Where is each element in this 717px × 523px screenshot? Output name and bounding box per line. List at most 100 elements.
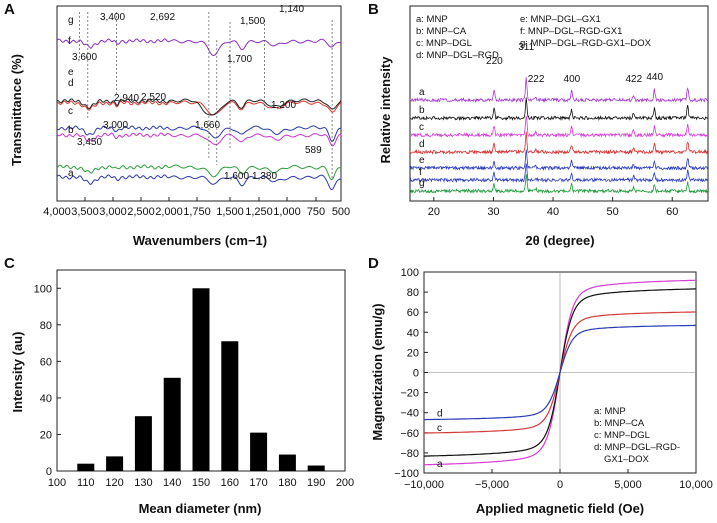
panel-a-x-tick-label: 3,500 xyxy=(71,206,99,218)
panel-d-y-tick-label: 0 xyxy=(413,368,419,380)
panel-c-bar xyxy=(192,288,210,471)
panel-a-peak-annotation: 1,140 xyxy=(279,4,304,15)
panel-b-legend-entry: f: MNP–DGL–RGD-GX1 xyxy=(520,26,622,37)
panel-a-series-line xyxy=(56,98,342,116)
panel-a-frame xyxy=(56,5,342,202)
panel-b-peak-label: 422 xyxy=(626,74,643,85)
panel-a-x-tick-label: 1,000 xyxy=(273,206,301,218)
panel-a-peak-annotation: 589 xyxy=(305,145,322,156)
panel-c-y-tick-label: 100 xyxy=(34,283,52,295)
panel-b-x-tick-label: 20 xyxy=(428,206,440,218)
panel-b-xlabel: 2θ (degree) xyxy=(525,233,594,248)
panel-b-series-line xyxy=(409,77,708,103)
panel-d-series-label: c xyxy=(437,423,442,434)
panel-b-series-line xyxy=(409,149,708,172)
panel-a-peak-annotation: 3,450 xyxy=(77,137,102,148)
panel-a-peak-annotation: 1,660 xyxy=(195,120,220,131)
panel-a-xlabel: Wavenumbers (cm−1) xyxy=(133,233,267,248)
panel-c-bar xyxy=(278,454,296,471)
panel-a-series-label: e xyxy=(68,67,74,78)
panel-a-x-tick-label: 4,000 xyxy=(43,206,71,218)
panel-a-ylabel: Transmittance (%) xyxy=(9,54,24,166)
panel-a-peak-annotation: 1,200 xyxy=(271,100,296,111)
panel-a-series-line xyxy=(56,132,342,147)
panel-d-ylabel: Magnetization (emu/g) xyxy=(370,303,385,440)
panel-a-peak-annotation: 1,700 xyxy=(227,54,252,65)
panel-a-peak-annotation: 2,940 xyxy=(114,93,139,104)
panel-a-series-line xyxy=(56,174,342,191)
panel-a-x-tick-label: 750 xyxy=(307,206,325,218)
panel-d-xlabel: Applied magnetic field (Oe) xyxy=(476,501,644,516)
panel-d-legend-entry: GX1–DOX xyxy=(604,454,650,465)
panel-label-a: A xyxy=(4,1,15,18)
panel-c-bar xyxy=(221,341,239,471)
panel-d-series-line xyxy=(424,324,696,421)
panel-c-ylabel: Intensity (au) xyxy=(10,332,25,413)
panel-a-x-tick-label: 2,000 xyxy=(155,206,183,218)
panel-b-series-line xyxy=(409,97,708,122)
panel-a-series-label: g xyxy=(68,15,74,26)
panel-a-peak-annotation: 1,380 xyxy=(252,171,277,182)
panel-c-histogram: Intensity (au) Mean diameter (nm) 0 20 40 6… xyxy=(10,269,354,516)
panel-c-x-tick-label: 130 xyxy=(134,477,152,489)
panel-c-x-tick-label: 110 xyxy=(77,477,95,489)
panel-c-bar xyxy=(134,416,152,471)
panel-d-magnetization-chart: Magnetization (emu/g) Applied magnetic f… xyxy=(370,267,713,516)
panel-d-legend-entry: d: MNP–DGL–RGD- xyxy=(594,442,680,453)
panel-label-c: C xyxy=(4,255,15,272)
panel-b-legend-entry: e: MNP–DGL–GX1 xyxy=(520,14,601,25)
panel-a-series-line xyxy=(56,125,342,142)
panel-b-legend-entry: b: MNP–CA xyxy=(416,26,467,37)
panel-c-y-tick-label: 80 xyxy=(40,320,52,332)
panel-b-peak-label: 220 xyxy=(486,56,503,67)
panel-d-y-tick-label: −80 xyxy=(400,448,419,460)
panel-d-y-tick-label: 80 xyxy=(407,287,419,299)
panel-d-x-tick-label: 5,000 xyxy=(614,479,642,491)
panel-b-series-line xyxy=(410,115,708,139)
panel-a-series-label: d xyxy=(68,78,74,89)
panel-a-series-label: a xyxy=(68,168,74,179)
panel-c-bar xyxy=(163,377,181,471)
panel-b-series-label: e xyxy=(419,155,425,166)
panel-a-peak-annotation: 1,600 xyxy=(224,171,249,182)
panel-d-y-tick-label: 60 xyxy=(407,307,419,319)
panel-b-ylabel: Relative intensity xyxy=(378,56,393,164)
panel-c-y-tick-label: 0 xyxy=(46,466,52,478)
panel-c-x-tick-label: 140 xyxy=(163,477,181,489)
panel-c-y-tick-label: 40 xyxy=(40,393,52,405)
panel-d-x-tick-label: 10,000 xyxy=(679,479,713,491)
panel-c-bar xyxy=(106,456,124,471)
panel-a-x-ticks: 4,000 3,500 3,000 2,500 2,000 1,750 1,500 1,250… xyxy=(43,197,350,218)
panel-d-y-tick-label: −60 xyxy=(400,428,419,440)
panel-d-x-tick-label: −10,000 xyxy=(404,479,444,491)
panel-a-peak-annotation: 3,000 xyxy=(103,120,128,131)
panel-a-series-line xyxy=(56,164,342,181)
panel-b-series-label: b xyxy=(419,105,425,116)
panel-a-x-tick-label: 1,250 xyxy=(245,206,273,218)
panel-c-y-tick-label: 60 xyxy=(40,356,52,368)
panel-a-series-line xyxy=(57,100,342,116)
panel-a-x-tick-label: 500 xyxy=(332,206,350,218)
panel-d-x-tick-label: −5,000 xyxy=(475,479,509,491)
panel-b-x-tick-label: 50 xyxy=(607,206,619,218)
panel-d-series-label: a xyxy=(437,459,443,470)
panel-b-legend-entry: a: MNP xyxy=(416,14,448,25)
panel-b-series-label: f xyxy=(419,167,422,178)
panel-b-x-tick-label: 60 xyxy=(666,206,678,218)
panel-b-legend-entry: c: MNP–DGL xyxy=(416,38,472,49)
panel-b-x-tick-label: 40 xyxy=(547,206,559,218)
panel-d-y-tick-label: 100 xyxy=(401,267,419,279)
panel-a-curves: a bc de fg xyxy=(56,15,342,191)
panel-c-x-tick-label: 100 xyxy=(48,477,66,489)
panel-a-x-tick-label: 3,000 xyxy=(99,206,127,218)
panel-c-x-tick-label: 200 xyxy=(336,477,354,489)
panel-d-axes: 100 80 60 40 20 0 −20 −40 −60 −80 −100−10,000 −5,00… xyxy=(394,267,713,491)
panel-b-series-label: c xyxy=(419,122,424,133)
panel-b-peak-label: 400 xyxy=(564,74,581,85)
panel-c-x-tick-label: 120 xyxy=(105,477,123,489)
panel-c-xlabel: Mean diameter (nm) xyxy=(139,501,262,516)
panel-d-y-tick-label: −40 xyxy=(400,408,419,420)
